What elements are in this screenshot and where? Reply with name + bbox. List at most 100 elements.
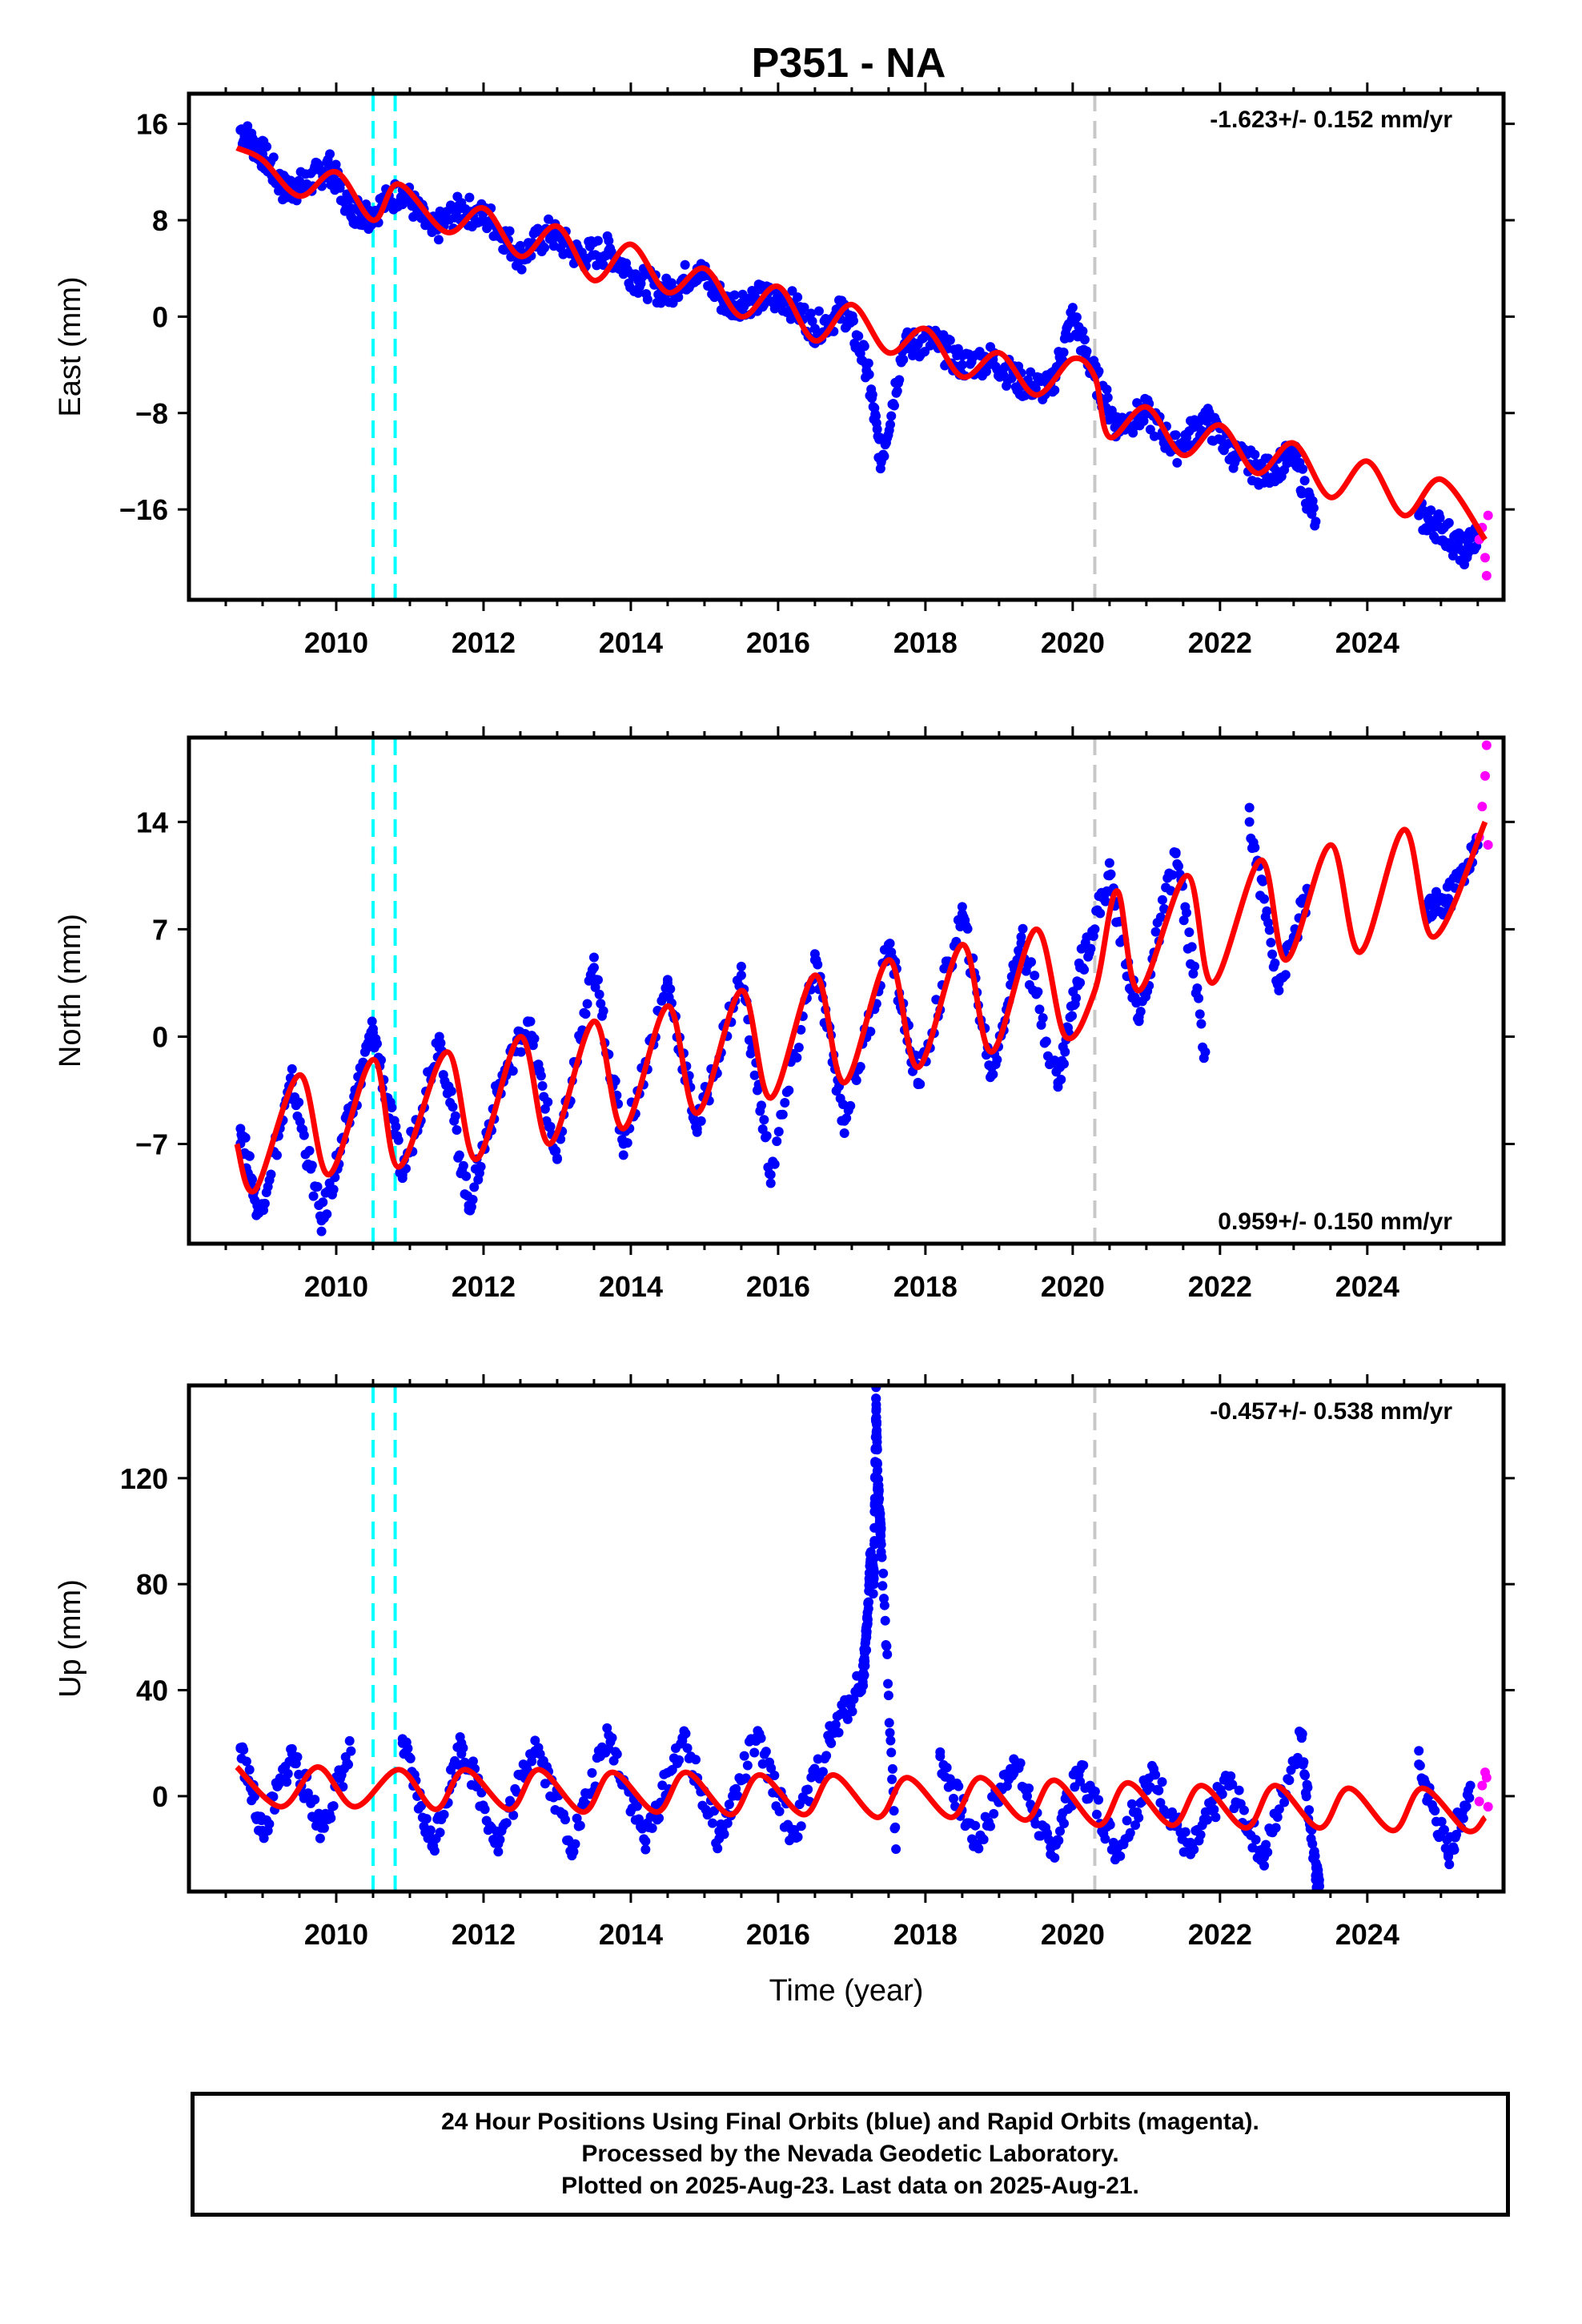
- final-orbit-point: [316, 1823, 327, 1833]
- final-orbit-cloud-point: [757, 1100, 767, 1111]
- final-orbit-cloud-point: [674, 1755, 685, 1765]
- final-orbit-cloud-point: [873, 1486, 884, 1496]
- final-orbit-cloud-point: [633, 1814, 644, 1824]
- final-orbit-cloud-point: [551, 1146, 561, 1156]
- final-orbit-cloud-point: [560, 1815, 570, 1825]
- rate-annotation: 0.959+/- 0.150 mm/yr: [1218, 1208, 1452, 1235]
- final-orbit-cloud-point: [1090, 1787, 1100, 1797]
- final-orbit-cloud-point: [883, 1679, 893, 1689]
- final-orbit-point: [1170, 847, 1181, 858]
- final-orbit-cloud-point: [875, 432, 885, 443]
- chart-title: P351 - NA: [752, 40, 946, 86]
- final-orbit-cloud-point: [886, 411, 897, 421]
- y-tick-label: 0: [152, 1020, 168, 1053]
- final-orbit-point: [972, 1839, 982, 1849]
- x-tick-label: 2022: [1188, 626, 1252, 659]
- y-tick-label: 120: [120, 1462, 168, 1495]
- final-orbit-cloud-point: [1182, 907, 1192, 918]
- final-orbit-point: [1200, 1047, 1211, 1057]
- final-orbit-point: [825, 1735, 835, 1746]
- final-orbit-point: [788, 1831, 798, 1841]
- final-orbit-point: [1311, 1871, 1321, 1881]
- final-orbit-cloud-point: [886, 1747, 897, 1758]
- final-orbit-cloud-point: [872, 1445, 882, 1455]
- final-orbit-point: [588, 963, 599, 973]
- final-orbit-cloud-point: [271, 1150, 282, 1160]
- final-orbit-cloud-point: [1299, 1757, 1309, 1767]
- final-orbit-cloud-point: [545, 1121, 556, 1132]
- final-orbit-cloud-point: [894, 375, 905, 385]
- final-orbit-cloud-point: [598, 260, 608, 271]
- final-orbit-cloud-point: [580, 1009, 591, 1019]
- final-orbit-point: [427, 1841, 437, 1852]
- model-fit-line: [235, 145, 1488, 541]
- rapid-orbit-point: [1480, 553, 1491, 563]
- final-orbit-cloud-point: [312, 1181, 323, 1192]
- final-orbit-point: [1009, 1754, 1019, 1764]
- final-orbit-cloud-point: [949, 1793, 959, 1803]
- final-orbit-cloud-point: [1078, 326, 1088, 336]
- final-orbit-cloud-point: [282, 1777, 292, 1787]
- final-orbit-cloud-point: [243, 121, 253, 131]
- final-orbit-point: [346, 203, 356, 213]
- final-orbit-point: [883, 939, 893, 950]
- final-orbit-cloud-point: [1105, 1819, 1115, 1830]
- final-orbit-cloud-point: [1195, 1830, 1206, 1840]
- final-orbit-cloud-point: [878, 1568, 889, 1578]
- final-orbit-cloud-point: [691, 1755, 701, 1765]
- final-orbit-cloud-point: [587, 1767, 597, 1778]
- final-orbit-cloud-point: [1244, 802, 1255, 813]
- y-tick-label: 40: [136, 1675, 168, 1707]
- x-tick-label: 2012: [452, 1270, 516, 1303]
- final-orbit-cloud-point: [425, 1825, 436, 1835]
- final-orbit-cloud-point: [749, 1070, 760, 1080]
- final-orbit-cloud-point: [287, 1063, 297, 1074]
- final-orbit-cloud-point: [454, 1150, 464, 1160]
- final-orbit-point: [736, 970, 746, 980]
- final-orbit-point: [456, 1738, 467, 1748]
- final-orbit-point: [1230, 450, 1240, 460]
- y-axis-label: East (mm): [54, 276, 87, 416]
- final-orbit-cloud-point: [590, 982, 600, 992]
- final-orbit-cloud-point: [1190, 961, 1200, 971]
- final-orbit-cloud-point: [1159, 903, 1170, 914]
- y-axis-label: North (mm): [54, 914, 87, 1068]
- final-orbit-point: [1186, 1849, 1196, 1860]
- final-orbit-cloud-point: [527, 1756, 537, 1767]
- final-orbit-point: [604, 1730, 614, 1740]
- footer-line-3: Plotted on 2025-Aug-23. Last data on 202…: [561, 2173, 1139, 2199]
- final-orbit-cloud-point: [640, 1844, 651, 1855]
- final-orbit-cloud-point: [435, 1827, 445, 1838]
- final-orbit-point: [1053, 1077, 1063, 1088]
- x-tick-label: 2010: [304, 1918, 368, 1951]
- final-orbit-cloud-point: [367, 1016, 377, 1027]
- final-orbit-cloud-point: [536, 1071, 546, 1081]
- final-orbit-point: [986, 1070, 997, 1080]
- y-axis-label: Up (mm): [54, 1579, 87, 1698]
- final-orbit-cloud-point: [1300, 1770, 1311, 1780]
- final-orbit-point: [861, 1632, 872, 1642]
- final-orbit-cloud-point: [1034, 1004, 1045, 1015]
- final-orbit-cloud-point: [713, 1844, 723, 1854]
- final-orbit-cloud-point: [1022, 1791, 1032, 1801]
- final-orbit-cloud-point: [865, 1027, 876, 1037]
- final-orbit-cloud-point: [244, 1151, 255, 1161]
- final-orbit-point: [876, 1539, 886, 1550]
- final-orbit-cloud-point: [1058, 1059, 1069, 1069]
- final-orbit-cloud-point: [1279, 1797, 1290, 1807]
- y-tick-label: 8: [152, 204, 168, 237]
- final-orbit-cloud-point: [1094, 1795, 1104, 1805]
- final-orbit-cloud-point: [247, 1174, 258, 1184]
- final-orbit-cloud-point: [885, 1735, 896, 1746]
- final-orbit-point: [865, 1558, 875, 1568]
- final-orbit-cloud-point: [588, 952, 599, 963]
- final-orbit-cloud-point: [1426, 505, 1436, 516]
- final-orbit-cloud-point: [1054, 1835, 1064, 1846]
- final-orbit-cloud-point: [733, 1791, 743, 1801]
- final-orbit-point: [397, 1738, 408, 1748]
- final-orbit-cloud-point: [766, 1763, 777, 1773]
- final-orbit-cloud-point: [1138, 416, 1149, 426]
- model-fit-line: [234, 820, 1488, 1195]
- final-orbit-cloud-point: [476, 1787, 487, 1798]
- final-orbit-point: [1458, 546, 1468, 557]
